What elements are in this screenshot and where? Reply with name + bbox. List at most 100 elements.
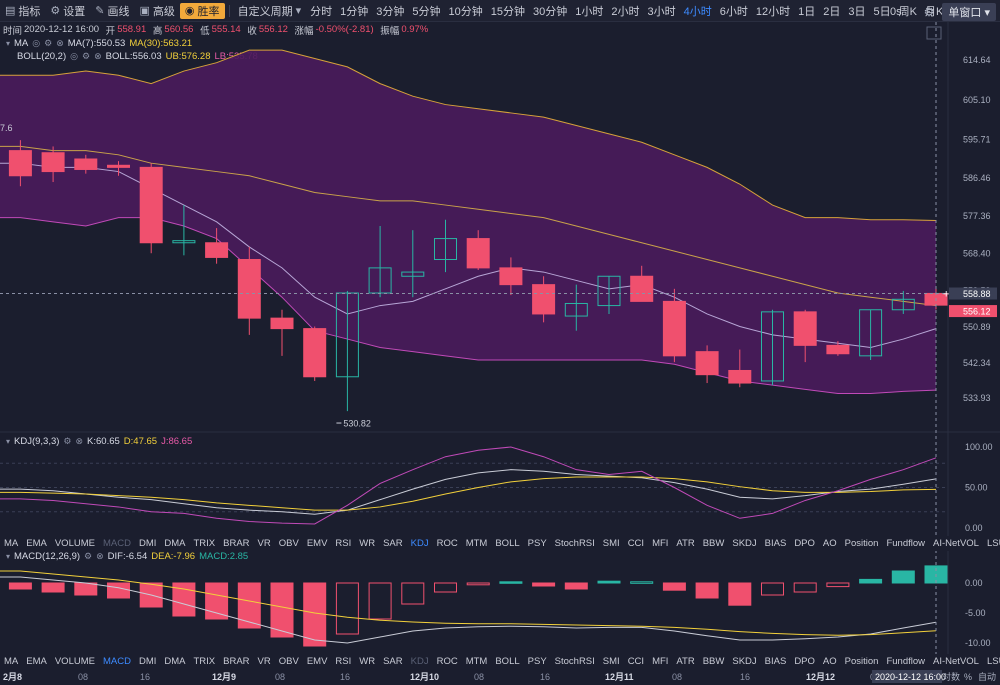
indicator-tab-skdj[interactable]: SKDJ: [732, 656, 757, 667]
eye-icon[interactable]: ◎: [70, 51, 78, 61]
indicator-tab-trix[interactable]: TRIX: [193, 656, 216, 667]
indicator-tab-bbw[interactable]: BBW: [702, 538, 725, 549]
indicator-tab-sar[interactable]: SAR: [383, 538, 403, 549]
indicator-tab-atr[interactable]: ATR: [676, 656, 695, 667]
indicator-tab-kdj[interactable]: KDJ: [410, 656, 429, 667]
indicator-tab-trix[interactable]: TRIX: [193, 538, 216, 549]
indicator-tab-dpo[interactable]: DPO: [794, 656, 815, 667]
indicator-tab-brar[interactable]: BRAR: [223, 538, 250, 549]
indicator-tab-roc[interactable]: ROC: [436, 656, 458, 667]
indicator-tab-rsi[interactable]: RSI: [335, 656, 352, 667]
toolbar-button-indicator[interactable]: ▤ 指标: [0, 3, 45, 19]
period-14[interactable]: 2日: [823, 5, 841, 18]
period-6[interactable]: 30分钟: [533, 5, 568, 18]
toolbar-button-settings[interactable]: ⚙ 设置: [45, 3, 90, 19]
settings-icon[interactable]: ⚙: [63, 436, 72, 446]
indicator-tab-vr[interactable]: VR: [257, 656, 271, 667]
indicator-tab-psy[interactable]: PSY: [527, 656, 547, 667]
indicator-tab-sar[interactable]: SAR: [383, 656, 403, 667]
settings-icon[interactable]: ⚙: [81, 51, 91, 61]
settings-icon[interactable]: ⚙: [84, 551, 93, 561]
indicator-tab-vr[interactable]: VR: [257, 538, 271, 549]
period-1[interactable]: 1分钟: [340, 5, 369, 18]
indicator-tab-mtm[interactable]: MTM: [465, 538, 488, 549]
toolbar-button-advanced[interactable]: ▣ 高级: [135, 3, 180, 19]
indicator-tab-skdj[interactable]: SKDJ: [732, 538, 757, 549]
indicator-tab-ai-netvol[interactable]: AI-NetVOL: [933, 656, 979, 667]
indicator-tab-ma[interactable]: MA: [4, 538, 19, 549]
period-13[interactable]: 1日: [798, 5, 816, 18]
toolbar-button-draw[interactable]: ✎ 画线: [90, 3, 134, 19]
indicator-tab-volume[interactable]: VOLUME: [54, 656, 95, 667]
indicator-tab-brar[interactable]: BRAR: [223, 656, 250, 667]
indicator-tab-kdj[interactable]: KDJ: [410, 538, 429, 549]
indicator-tab-ai-netvol[interactable]: AI-NetVOL: [933, 538, 979, 549]
indicator-tab-ao[interactable]: AO: [822, 538, 837, 549]
collapse-icon[interactable]: ▾: [6, 437, 11, 446]
indicator-tab-atr[interactable]: ATR: [676, 538, 695, 549]
collapse-icon[interactable]: ▾: [6, 39, 11, 48]
indicator-tab-bias[interactable]: BIAS: [764, 538, 787, 549]
indicator-tab-obv[interactable]: OBV: [278, 538, 299, 549]
period-9[interactable]: 3小时: [647, 5, 676, 18]
indicator-tab-dmi[interactable]: DMI: [138, 538, 157, 549]
period-7[interactable]: 1小时: [575, 5, 604, 18]
indicator-tab-volume[interactable]: VOLUME: [54, 538, 95, 549]
indicator-tab-mtm[interactable]: MTM: [465, 656, 488, 667]
indicator-tab-obv[interactable]: OBV: [278, 656, 299, 667]
indicator-tab-ema[interactable]: EMA: [26, 538, 47, 549]
indicator-tab-mfi[interactable]: MFI: [652, 538, 669, 549]
indicator-tab-position[interactable]: Position: [844, 656, 879, 667]
period-16[interactable]: 5日: [873, 5, 891, 18]
indicator-tab-bias[interactable]: BIAS: [764, 656, 787, 667]
indicator-tab-lsur[interactable]: LSUR: [986, 538, 1000, 549]
gear-icon[interactable]: ⚙: [923, 5, 935, 19]
period-2[interactable]: 3分钟: [376, 5, 405, 18]
window-mode-button[interactable]: 单窗口 ▾: [942, 3, 996, 21]
indicator-tab-ma[interactable]: MA: [4, 656, 19, 667]
indicator-tab-wr[interactable]: WR: [359, 656, 376, 667]
indicator-tab-wr[interactable]: WR: [359, 538, 376, 549]
close-icon[interactable]: ⊗: [75, 436, 84, 446]
indicator-tab-macd[interactable]: MACD: [102, 656, 131, 667]
indicator-tab-boll[interactable]: BOLL: [495, 656, 520, 667]
indicator-tab-ao[interactable]: AO: [822, 656, 837, 667]
collapse-icon[interactable]: ▾: [6, 552, 11, 561]
indicator-tab-boll[interactable]: BOLL: [495, 538, 520, 549]
period-11[interactable]: 6小时: [719, 5, 748, 18]
indicator-tab-stochrsi[interactable]: StochRSI: [554, 656, 595, 667]
close-icon[interactable]: ⊗: [96, 551, 104, 561]
indicator-tab-macd[interactable]: MACD: [102, 538, 131, 549]
indicator-tab-dma[interactable]: DMA: [164, 538, 186, 549]
indicator-tab-cci[interactable]: CCI: [627, 538, 645, 549]
period-0[interactable]: 分时: [310, 5, 333, 18]
indicator-tab-stochrsi[interactable]: StochRSI: [554, 538, 595, 549]
period-4[interactable]: 10分钟: [448, 5, 483, 18]
period-15[interactable]: 3日: [848, 5, 866, 18]
indicator-tab-bbw[interactable]: BBW: [702, 656, 725, 667]
toolbar-button-winrate[interactable]: ◉ 胜率: [179, 2, 225, 19]
indicator-tab-psy[interactable]: PSY: [527, 538, 547, 549]
indicator-tab-ema[interactable]: EMA: [26, 656, 47, 667]
indicator-tab-smi[interactable]: SMI: [602, 656, 620, 667]
period-18[interactable]: 月K: [924, 5, 944, 18]
indicator-tab-roc[interactable]: ROC: [436, 538, 458, 549]
eye-icon[interactable]: ◎: [32, 38, 41, 48]
indicator-tab-emv[interactable]: EMV: [306, 538, 328, 549]
period-17[interactable]: 周K: [898, 5, 917, 18]
indicator-tab-cci[interactable]: CCI: [627, 656, 645, 667]
indicator-tab-rsi[interactable]: RSI: [335, 538, 352, 549]
indicator-tab-dpo[interactable]: DPO: [794, 538, 815, 549]
period-3[interactable]: 5分钟: [412, 5, 441, 18]
indicator-tab-lsur[interactable]: LSUR: [986, 656, 1000, 667]
indicator-tab-emv[interactable]: EMV: [306, 656, 328, 667]
period-8[interactable]: 2小时: [611, 5, 640, 18]
indicator-tab-dmi[interactable]: DMI: [138, 656, 157, 667]
close-icon[interactable]: ⊗: [56, 38, 64, 48]
period-5[interactable]: 15分钟: [490, 5, 525, 18]
indicator-tab-dma[interactable]: DMA: [164, 656, 186, 667]
settings-icon[interactable]: ⚙: [44, 38, 53, 48]
indicator-tab-smi[interactable]: SMI: [602, 538, 620, 549]
period-10[interactable]: 4小时: [683, 5, 712, 18]
